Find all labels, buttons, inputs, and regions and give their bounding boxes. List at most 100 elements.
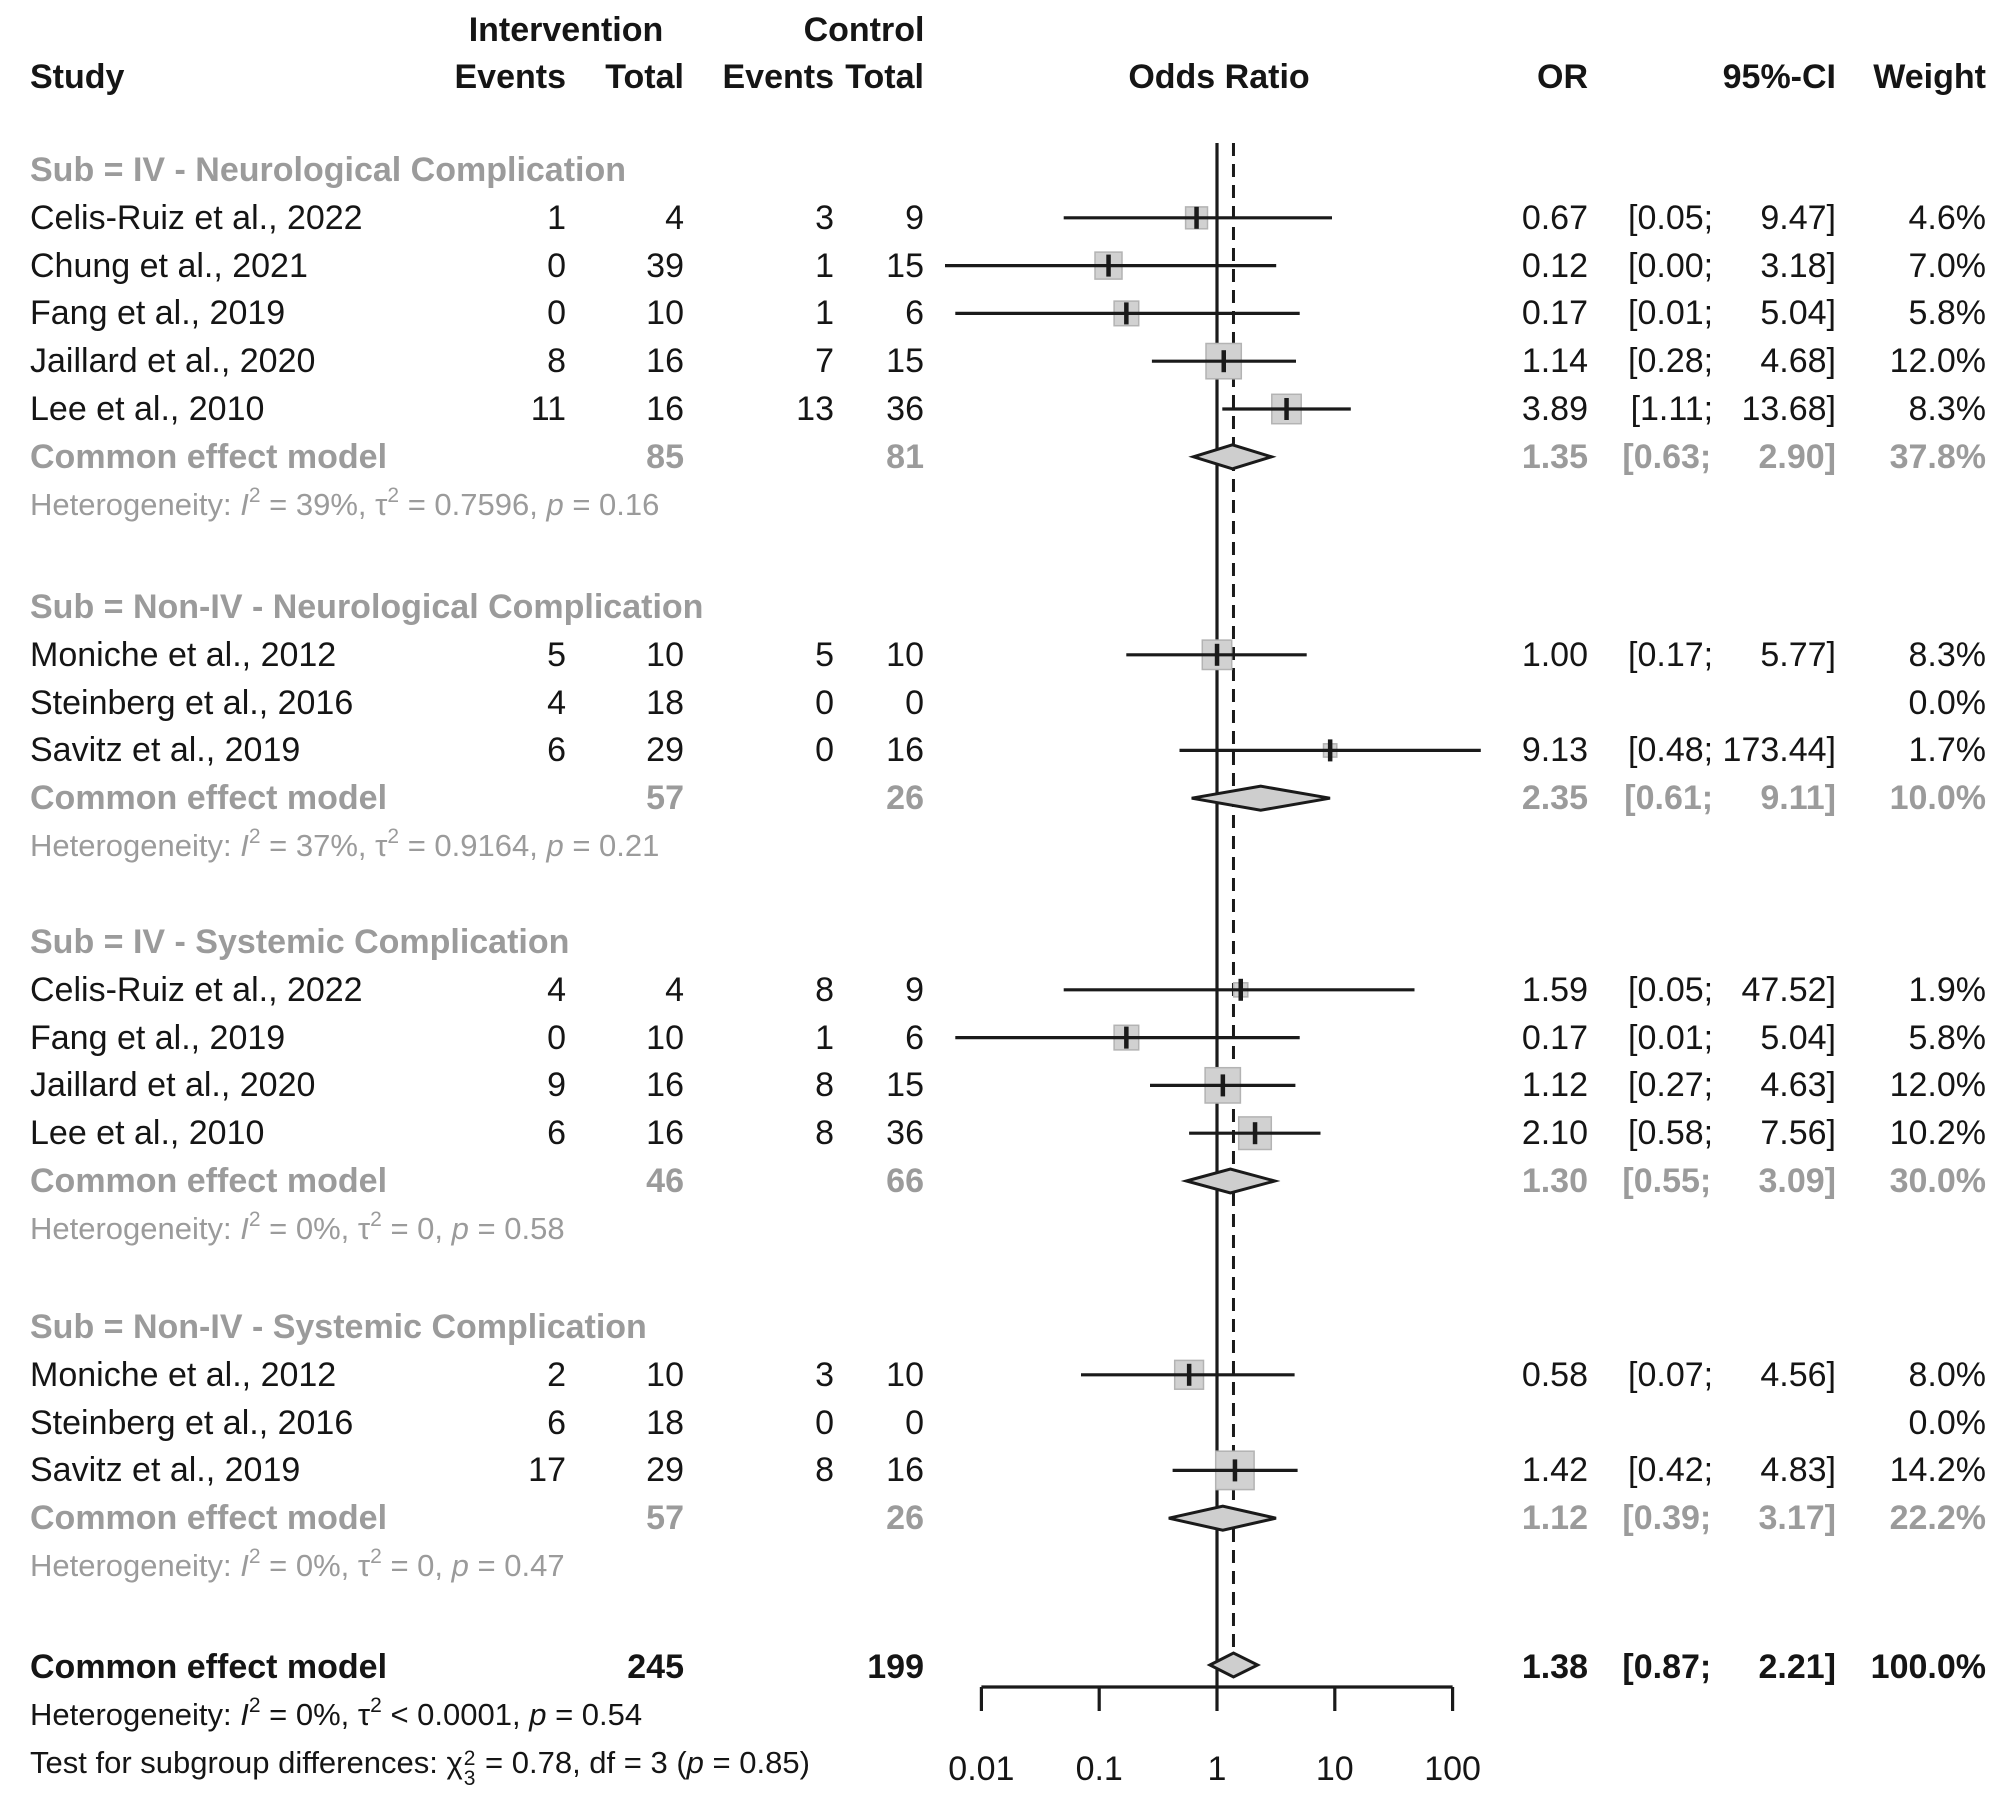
weight-value-cell: 0.0% <box>1908 684 1987 722</box>
study-row: Moniche et al., 2012 5 10 5 10 1.00 [0.17; 5.7… <box>0 631 1999 679</box>
study-label: Lee et al., 2010 <box>30 390 265 428</box>
total-intervention-cell: 4 <box>665 971 684 1009</box>
total-intervention-cell: 29 <box>646 731 684 769</box>
events-intervention-cell: 0 <box>547 294 566 332</box>
total-intervention-cell: 18 <box>646 1404 684 1442</box>
odds-ratio-plot-header: Odds Ratio <box>1128 58 1310 96</box>
ci-value-cell: [0.00; 3.18] <box>1628 247 1836 285</box>
overall-heterogeneity-text: Heterogeneity: I2 = 0%, τ2 < 0.0001, p =… <box>30 1694 643 1732</box>
or-value-cell: 1.12 <box>1521 1066 1588 1104</box>
total-control-cell: 0 <box>905 684 924 722</box>
study-row: Steinberg et al., 2016 6 18 0 0 0.0% <box>0 1399 1999 1447</box>
subgroup-label: Sub = Non-IV - Neurological Complication <box>30 588 704 626</box>
or-value-cell: 0.17 <box>1521 294 1588 332</box>
or-value-cell: 1.42 <box>1521 1451 1588 1489</box>
ci-value-cell: [0.01; 5.04] <box>1628 1019 1836 1057</box>
table-header-row-groups: Intervention Control <box>0 6 1999 54</box>
common-effect-label: Common effect model <box>30 779 388 817</box>
or-value-cell: 1.38 <box>1521 1648 1588 1686</box>
subgroup-pooled-diamond <box>1168 1504 1277 1532</box>
study-row: Chung et al., 2021 0 39 1 15 0.12 [0.00; 3.18]… <box>0 242 1999 290</box>
total-control-cell: 16 <box>886 731 924 769</box>
common-effect-label: Common effect model <box>30 1162 388 1200</box>
total-control-cell: 36 <box>886 1114 924 1152</box>
events-intervention-cell: 17 <box>528 1451 566 1489</box>
point-estimate-tick <box>1284 398 1289 420</box>
weight-value-cell: 5.8% <box>1908 1019 1987 1057</box>
subgroup-pooled-diamond <box>1180 1167 1281 1195</box>
study-row: Fang et al., 2019 0 10 1 6 0.17 [0.01; 5.04] 5.… <box>0 1014 1999 1062</box>
total-intervention-cell: 10 <box>646 294 684 332</box>
or-value-cell: 0.58 <box>1521 1356 1588 1394</box>
ci-value-cell: [0.63; 2.90] <box>1622 438 1836 476</box>
weight-value-cell: 4.6% <box>1908 199 1987 237</box>
events-intervention-cell: 4 <box>547 971 566 1009</box>
total-control-cell: 15 <box>886 1066 924 1104</box>
study-label: Celis-Ruiz et al., 2022 <box>30 199 363 237</box>
total-control-cell: 6 <box>905 1019 924 1057</box>
events-intervention-cell: 8 <box>547 342 566 380</box>
point-estimate-tick <box>1327 739 1333 762</box>
or-value-cell: 1.12 <box>1521 1499 1588 1537</box>
subgroup-label: Sub = IV - Systemic Complication <box>30 923 570 961</box>
events-intervention-cell: 0 <box>547 1019 566 1057</box>
heterogeneity-text: Heterogeneity: I2 = 37%, τ2 = 0.9164, p … <box>30 825 660 863</box>
heterogeneity-row: Heterogeneity: I2 = 39%, τ2 = 0.7596, p … <box>0 481 1999 529</box>
events-control-cell: 1 <box>815 294 834 332</box>
ci-value-cell: [0.39; 3.17] <box>1622 1499 1836 1537</box>
study-label: Chung et al., 2021 <box>30 247 308 285</box>
subgroup-header-row: Sub = IV - Neurological Complication <box>0 146 1999 194</box>
total-control-cell: 26 <box>886 1499 924 1537</box>
heterogeneity-text: Heterogeneity: I2 = 0%, τ2 = 0, p = 0.58 <box>30 1208 565 1246</box>
ci-value-cell: [0.05; 47.52] <box>1628 971 1836 1009</box>
study-row: Celis-Ruiz et al., 2022 1 4 3 9 0.67 [0.05; 9.… <box>0 194 1999 242</box>
ci-value-cell: [0.87; 2.21] <box>1622 1648 1836 1686</box>
weight-value-cell: 8.3% <box>1908 636 1987 674</box>
total-intervention-cell: 46 <box>646 1162 684 1200</box>
events-control-cell: 8 <box>815 1114 834 1152</box>
weight-value-cell: 10.2% <box>1889 1114 1986 1152</box>
events-intervention-cell: 4 <box>547 684 566 722</box>
or-value-cell: 2.35 <box>1521 779 1588 817</box>
study-label: Steinberg et al., 2016 <box>30 1404 354 1442</box>
weight-value-cell: 14.2% <box>1889 1451 1986 1489</box>
ci-value-cell: [0.58; 7.56] <box>1628 1114 1836 1152</box>
weight-value-cell: 12.0% <box>1889 342 1986 380</box>
study-row: Jaillard et al., 2020 9 16 8 15 1.12 [0.27; 4.… <box>0 1061 1999 1109</box>
total-control-cell: 81 <box>886 438 924 476</box>
study-label: Moniche et al., 2012 <box>30 636 337 674</box>
point-estimate-tick <box>1186 1363 1192 1386</box>
study-row: Jaillard et al., 2020 8 16 7 15 1.14 [0.28; 4.… <box>0 337 1999 385</box>
overall-pooled-diamond <box>1206 1651 1261 1679</box>
x-axis-tick-label: 0.01 <box>948 1750 1014 1788</box>
total-intervention-cell: 10 <box>646 1019 684 1057</box>
ci-value-cell: [0.07; 4.56] <box>1628 1356 1836 1394</box>
study-row: Moniche et al., 2012 2 10 3 10 0.58 [0.07; 4.5… <box>0 1351 1999 1399</box>
heterogeneity-row: Heterogeneity: I2 = 0%, τ2 = 0, p = 0.58 <box>0 1205 1999 1253</box>
total-control-cell: 199 <box>867 1648 924 1686</box>
events-intervention-cell: 9 <box>547 1066 566 1104</box>
ci-value-cell: [0.05; 9.47] <box>1628 199 1836 237</box>
events-intervention-cell: 2 <box>547 1356 566 1394</box>
events-intervention-cell: 0 <box>547 247 566 285</box>
ci-value-cell: [0.17; 5.77] <box>1628 636 1836 674</box>
total-control-cell: 10 <box>886 1356 924 1394</box>
point-estimate-tick <box>1232 1459 1238 1482</box>
study-row: Celis-Ruiz et al., 2022 4 4 8 9 1.59 [0.05; 47… <box>0 966 1999 1014</box>
total-control-cell: 0 <box>905 1404 924 1442</box>
intervention-total-header: Total <box>605 58 684 96</box>
ci-value-cell: [0.61; 9.11] <box>1624 779 1836 817</box>
total-intervention-cell: 16 <box>646 1114 684 1152</box>
events-control-cell: 8 <box>815 971 834 1009</box>
ci-value-cell: [0.27; 4.63] <box>1628 1066 1836 1104</box>
point-estimate-tick <box>1124 1026 1129 1049</box>
point-estimate-tick <box>1252 1122 1258 1145</box>
heterogeneity-text: Heterogeneity: I2 = 0%, τ2 = 0, p = 0.47 <box>30 1545 565 1583</box>
events-control-cell: 0 <box>815 1404 834 1442</box>
or-value-cell: 2.10 <box>1521 1114 1588 1152</box>
events-control-cell: 3 <box>815 199 834 237</box>
subgroup-header-row: Sub = IV - Systemic Complication <box>0 918 1999 966</box>
total-intervention-cell: 16 <box>646 390 684 428</box>
